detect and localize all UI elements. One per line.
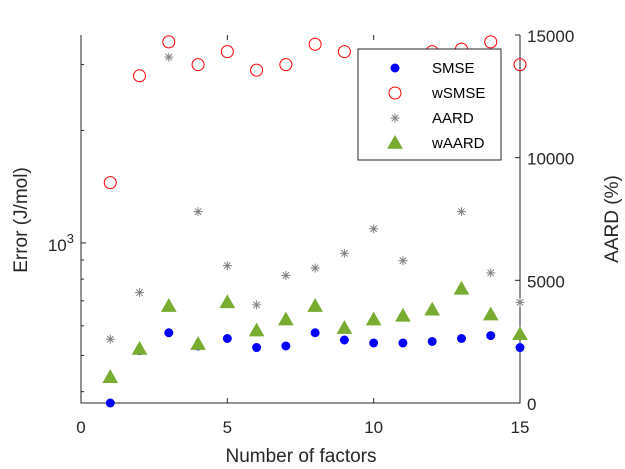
point-waard — [160, 298, 177, 312]
series-waard — [102, 280, 528, 383]
point-waard — [307, 298, 323, 312]
point-aard — [105, 334, 115, 344]
point-waard — [102, 369, 119, 383]
point-wsmse — [162, 35, 176, 49]
point-wsmse — [337, 45, 351, 59]
legend: SMSE wSMSE AARD wAARD — [357, 48, 502, 161]
point-smse — [222, 333, 232, 343]
point-smse — [164, 328, 174, 338]
x-axis: 0 5 10 15 — [76, 35, 529, 437]
point-wsmse — [191, 58, 205, 72]
point-wsmse — [484, 35, 498, 49]
point-aard — [222, 261, 232, 271]
axes-frame — [80, 35, 521, 404]
point-waard — [190, 336, 206, 350]
point-aard — [398, 256, 408, 266]
point-aard — [456, 207, 466, 217]
legend-item-aard: AARD — [390, 110, 474, 127]
point-wsmse — [513, 58, 527, 72]
legend-marker-wsmse — [388, 86, 402, 100]
point-aard — [193, 207, 203, 217]
y-right-tick-label: 0 — [527, 395, 536, 414]
point-aard — [369, 224, 379, 234]
legend-label-smse: SMSE — [432, 60, 475, 77]
y-left-tick-label: 103 — [48, 231, 74, 255]
y-axis-left-title: Error (J/mol) — [11, 167, 32, 273]
point-aard — [135, 288, 145, 298]
y-right-tick-label: 5000 — [527, 272, 565, 291]
point-smse — [105, 398, 115, 408]
series-smse — [105, 328, 525, 408]
point-smse — [369, 338, 379, 348]
point-wsmse — [308, 37, 322, 51]
plot-area — [102, 35, 528, 408]
point-smse — [427, 336, 437, 346]
point-waard — [219, 294, 236, 309]
point-waard — [365, 311, 382, 326]
point-aard — [252, 300, 262, 310]
point-waard — [131, 341, 148, 355]
point-waard — [395, 307, 411, 322]
point-aard — [281, 270, 291, 280]
point-smse — [252, 343, 262, 353]
point-smse — [281, 341, 291, 351]
legend-label-aard: AARD — [432, 110, 474, 127]
point-wsmse — [220, 45, 234, 59]
x-tick-label: 0 — [76, 418, 85, 437]
legend-label-wsmse: wSMSE — [431, 85, 485, 102]
series-aard — [105, 52, 525, 344]
point-waard — [453, 280, 470, 295]
legend-marker-smse — [390, 63, 400, 73]
point-waard — [278, 311, 294, 326]
x-tick-label: 5 — [223, 418, 232, 437]
point-smse — [486, 331, 496, 341]
point-waard — [248, 322, 265, 337]
x-axis-title: Number of factors — [226, 446, 377, 467]
y-right-tick-label: 10000 — [527, 150, 574, 169]
legend-label-waard: wAARD — [431, 135, 485, 152]
point-waard — [482, 306, 499, 321]
y-axis-right: 0 5000 10000 15000 — [515, 27, 574, 414]
point-smse — [310, 328, 320, 338]
point-smse — [515, 343, 525, 353]
point-aard — [486, 268, 496, 278]
axes-box — [80, 35, 521, 404]
legend-marker-aard — [390, 113, 400, 123]
legend-item-waard: wAARD — [387, 134, 485, 152]
legend-box — [357, 48, 502, 161]
point-aard — [515, 297, 525, 307]
point-smse — [456, 333, 466, 343]
y-right-tick-label: 15000 — [527, 27, 574, 46]
legend-item-smse: SMSE — [390, 60, 475, 77]
point-aard — [339, 248, 349, 258]
legend-item-wsmse: wSMSE — [388, 85, 485, 102]
y-axis-left: 103 — [48, 64, 86, 393]
y-axis-right-title: AARD (%) — [602, 175, 623, 263]
point-aard — [164, 52, 174, 62]
point-wsmse — [103, 176, 117, 190]
legend-marker-waard — [387, 134, 403, 149]
point-smse — [398, 338, 408, 348]
point-aard — [310, 263, 320, 273]
point-smse — [339, 335, 349, 345]
x-tick-label: 15 — [511, 418, 530, 437]
point-wsmse — [279, 58, 293, 72]
point-waard — [424, 301, 441, 316]
point-wsmse — [133, 69, 147, 83]
x-tick-label: 10 — [364, 418, 383, 437]
point-waard — [336, 320, 353, 334]
point-wsmse — [250, 63, 264, 77]
point-waard — [512, 326, 528, 341]
